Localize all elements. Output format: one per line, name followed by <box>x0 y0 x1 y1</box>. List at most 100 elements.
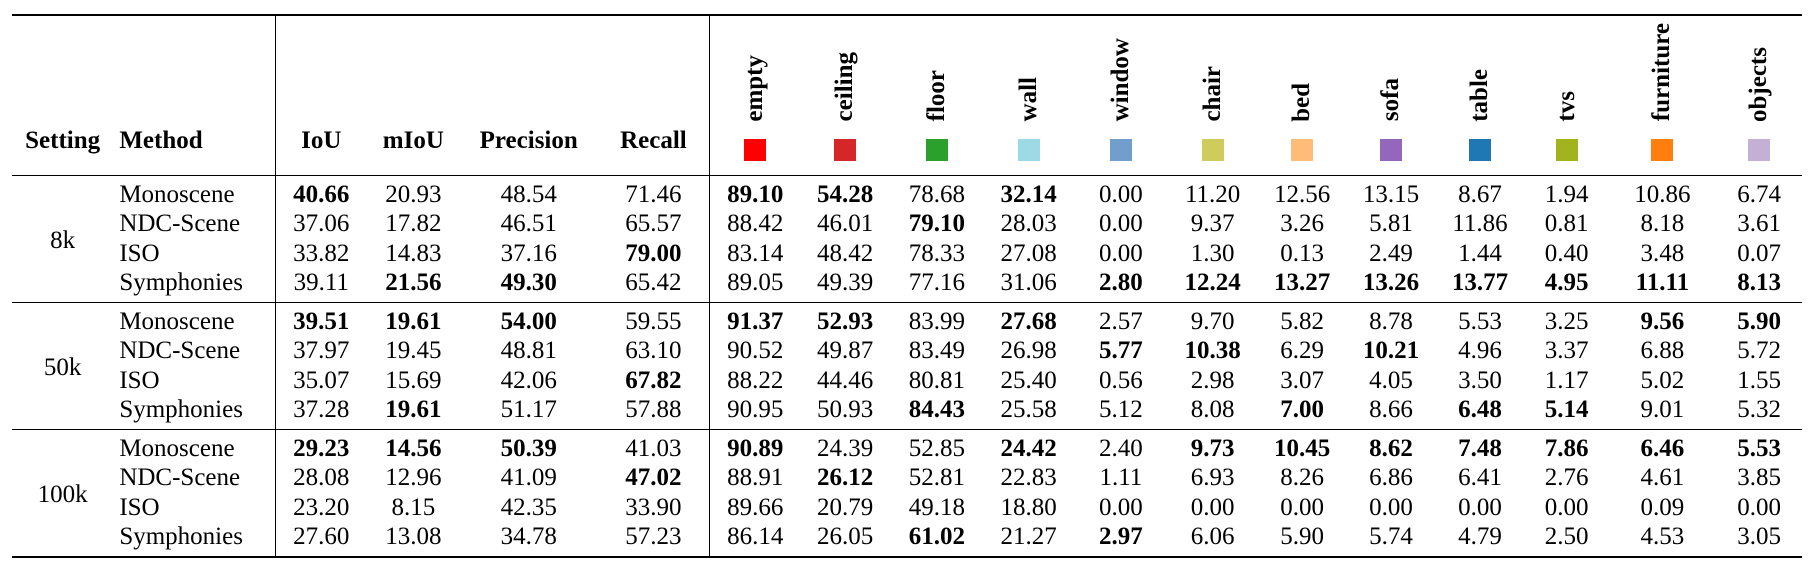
value-cell: 71.46 <box>625 180 682 208</box>
table-row: ISO 33.82 14.83 37.16 79.00 83.14 48.42 78.33 27… <box>12 238 1802 268</box>
method-cell: Monoscene <box>119 434 235 462</box>
value-cell: 24.42 <box>1000 434 1057 462</box>
method-cell: NDC-Scene <box>119 337 241 365</box>
setting-header-label: Setting <box>25 126 101 154</box>
value-cell: 1.44 <box>1458 239 1502 267</box>
value-cell: 25.40 <box>1000 366 1057 394</box>
value-cell: 4.61 <box>1640 464 1685 492</box>
value-cell: 8.66 <box>1369 396 1413 424</box>
value-cell: 14.56 <box>385 434 442 462</box>
value-cell: 6.48 <box>1458 396 1502 424</box>
value-cell: 5.74 <box>1369 523 1413 551</box>
table-header: Setting Method IoU mIoU Precision Recall emp… <box>12 15 1802 175</box>
value-cell: 39.11 <box>274 268 367 302</box>
value-cell: 9.56 <box>1640 307 1685 335</box>
value-cell: 50.93 <box>816 396 874 424</box>
value-cell: 42.06 <box>500 366 557 394</box>
value-cell: 0.07 <box>1737 239 1782 267</box>
value-cell: 54.00 <box>500 307 557 335</box>
value-cell: 11.86 <box>1452 210 1508 238</box>
value-cell: 33.90 <box>625 493 682 521</box>
value-cell: 3.07 <box>1280 366 1324 394</box>
value-cell: 49.30 <box>500 269 557 297</box>
table-row: NDC-Scene 37.97 19.45 48.81 63.10 90.52 49.87 8… <box>12 336 1802 366</box>
value-cell: 8.18 <box>1640 210 1685 238</box>
value-cell: 5.81 <box>1369 210 1413 238</box>
value-cell: 6.29 <box>1280 337 1324 365</box>
value-cell: 40.66 <box>274 175 367 209</box>
value-cell: 0.00 <box>1737 493 1782 521</box>
value-cell: 0.00 <box>1099 239 1143 267</box>
value-cell: 0.00 <box>1369 493 1413 521</box>
value-cell: 4.95 <box>1544 269 1589 297</box>
class-label: ceiling <box>831 52 859 122</box>
value-cell: 1.55 <box>1737 366 1782 394</box>
value-cell: 48.42 <box>816 239 874 267</box>
value-cell: 19.61 <box>385 307 442 335</box>
value-cell: 0.40 <box>1544 239 1589 267</box>
table-row: NDC-Scene 28.08 12.96 41.09 47.02 88.91 26.12 5… <box>12 463 1802 493</box>
value-cell: 48.54 <box>500 180 557 208</box>
value-cell: 52.81 <box>908 464 965 492</box>
value-cell: 3.25 <box>1544 307 1589 335</box>
value-cell: 10.38 <box>1184 337 1241 365</box>
value-cell: 2.50 <box>1544 523 1589 551</box>
value-cell: 46.01 <box>816 210 874 238</box>
value-cell: 3.48 <box>1640 239 1685 267</box>
value-cell: 5.82 <box>1280 307 1324 335</box>
value-cell: 0.00 <box>1099 180 1143 208</box>
value-cell: 89.10 <box>709 175 801 209</box>
value-cell: 4.05 <box>1369 366 1413 394</box>
table-row: 50k Monoscene 39.51 19.61 54.00 59.55 91.37 52.… <box>12 302 1802 381</box>
value-cell: 42.35 <box>500 493 557 521</box>
method-cell: NDC-Scene <box>119 210 241 238</box>
value-cell: 6.46 <box>1640 434 1685 462</box>
value-cell: 89.05 <box>709 268 801 302</box>
value-cell: 34.78 <box>500 523 557 551</box>
metric-header-label: mIoU <box>382 126 444 154</box>
value-cell: 3.26 <box>1280 210 1324 238</box>
value-cell: 0.00 <box>1190 493 1235 521</box>
class-color-swatch <box>925 138 948 161</box>
value-cell: 2.80 <box>1099 269 1143 297</box>
value-cell: 21.56 <box>385 269 442 297</box>
value-cell: 8.26 <box>1280 464 1324 492</box>
value-cell: 44.46 <box>816 366 874 394</box>
method-cell: ISO <box>119 493 160 521</box>
value-cell: 4.96 <box>1458 337 1502 365</box>
value-cell: 63.10 <box>625 337 682 365</box>
value-cell: 5.53 <box>1737 434 1782 462</box>
value-cell: 37.97 <box>274 336 367 366</box>
value-cell: 52.85 <box>908 434 965 462</box>
class-color-swatch <box>1291 138 1314 161</box>
value-cell: 35.07 <box>274 365 367 395</box>
value-cell: 37.16 <box>500 239 557 267</box>
class-label: objects <box>1745 46 1773 122</box>
value-cell: 5.90 <box>1737 307 1782 335</box>
value-cell: 0.00 <box>1544 493 1589 521</box>
value-cell: 86.14 <box>709 522 801 557</box>
value-cell: 46.51 <box>500 210 557 238</box>
value-cell: 22.83 <box>1000 464 1057 492</box>
value-cell: 83.14 <box>709 238 801 268</box>
value-cell: 78.68 <box>908 180 965 208</box>
value-cell: 9.70 <box>1190 307 1235 335</box>
class-color-swatch <box>1555 138 1578 161</box>
value-cell: 10.45 <box>1273 434 1331 462</box>
value-cell: 5.53 <box>1458 307 1502 335</box>
value-cell: 37.06 <box>274 209 367 239</box>
value-cell: 0.09 <box>1640 493 1685 521</box>
results-table: Setting Method IoU mIoU Precision Recall emp… <box>12 14 1802 558</box>
setting-header: Setting <box>12 15 113 175</box>
value-cell: 28.03 <box>1000 210 1057 238</box>
value-cell: 2.76 <box>1544 464 1589 492</box>
value-cell: 2.49 <box>1369 239 1413 267</box>
value-cell: 27.68 <box>1000 307 1057 335</box>
class-label: wall <box>1014 77 1042 122</box>
value-cell: 1.11 <box>1099 464 1143 492</box>
class-color-swatch <box>1468 138 1491 161</box>
value-cell: 0.13 <box>1280 239 1324 267</box>
value-cell: 2.57 <box>1099 307 1143 335</box>
value-cell: 67.82 <box>625 366 682 394</box>
class-header-wall: wall <box>984 15 1074 175</box>
